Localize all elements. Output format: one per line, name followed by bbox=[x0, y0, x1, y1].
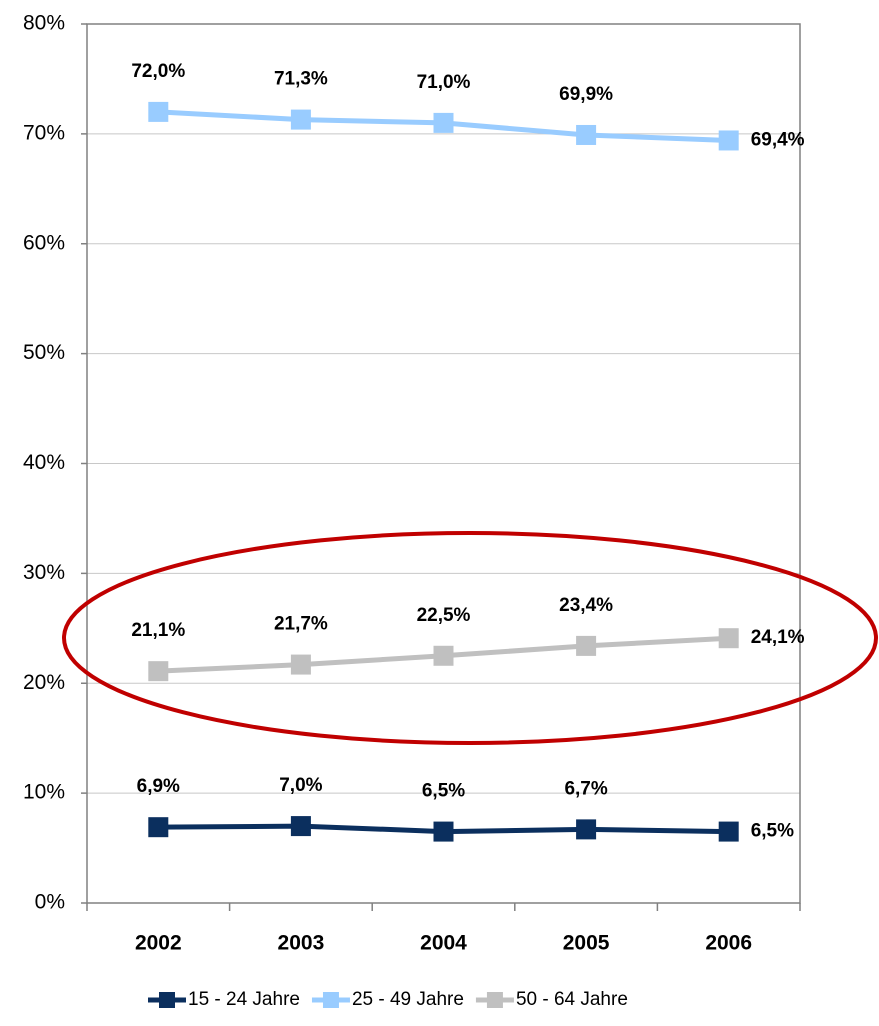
x-tick-label: 2003 bbox=[278, 932, 325, 955]
data-label: 7,0% bbox=[279, 775, 322, 796]
point-marker bbox=[148, 661, 169, 682]
data-label: 21,7% bbox=[274, 614, 328, 635]
data-label: 6,5% bbox=[751, 821, 794, 842]
data-label: 71,3% bbox=[274, 69, 328, 90]
legend-marker bbox=[322, 992, 339, 1008]
highlight-ellipse bbox=[62, 531, 878, 745]
y-tick-label: 60% bbox=[23, 231, 65, 254]
x-tick-label: 2002 bbox=[135, 932, 182, 955]
data-label: 6,7% bbox=[564, 778, 607, 799]
y-tick-label: 20% bbox=[23, 671, 65, 694]
data-label: 69,9% bbox=[559, 84, 613, 105]
data-label: 71,0% bbox=[417, 72, 471, 93]
point-marker bbox=[718, 821, 739, 842]
data-label: 21,1% bbox=[131, 620, 185, 641]
point-marker bbox=[718, 130, 739, 151]
x-tick-label: 2005 bbox=[563, 932, 610, 955]
point-marker bbox=[576, 124, 597, 145]
legend-label: 50 - 64 Jahre bbox=[516, 989, 628, 1010]
point-marker bbox=[433, 112, 454, 133]
data-label: 22,5% bbox=[417, 605, 471, 626]
data-label: 6,5% bbox=[422, 781, 465, 802]
grid bbox=[87, 23, 800, 904]
y-tick-label: 40% bbox=[23, 451, 65, 474]
data-label: 23,4% bbox=[559, 595, 613, 616]
y-tick-label: 80% bbox=[23, 12, 65, 35]
y-tick-label: 0% bbox=[35, 891, 65, 914]
legend-marker bbox=[486, 992, 503, 1008]
data-label: 69,4% bbox=[751, 129, 805, 150]
legend-marker bbox=[159, 992, 175, 1008]
data-label: 72,0% bbox=[131, 61, 185, 82]
y-tick-label: 70% bbox=[23, 121, 65, 144]
y-tick-label: 10% bbox=[23, 781, 65, 804]
legend-label: 15 - 24 Jahre bbox=[188, 989, 300, 1010]
data-label: 24,1% bbox=[751, 627, 805, 648]
point-marker bbox=[576, 819, 597, 840]
legend-label: 25 - 49 Jahre bbox=[352, 989, 464, 1010]
y-tick-label: 30% bbox=[23, 561, 65, 584]
point-marker bbox=[433, 645, 454, 666]
y-tick-label: 50% bbox=[23, 341, 65, 364]
x-tick-label: 2004 bbox=[420, 932, 467, 955]
point-marker bbox=[148, 101, 169, 122]
point-marker bbox=[433, 821, 454, 842]
point-marker bbox=[290, 816, 311, 837]
point-marker bbox=[576, 635, 597, 656]
point-marker bbox=[148, 817, 169, 838]
x-tick-label: 2006 bbox=[705, 932, 752, 955]
point-marker bbox=[290, 109, 311, 130]
data-label: 6,9% bbox=[137, 776, 180, 797]
point-marker bbox=[718, 628, 739, 649]
point-marker bbox=[290, 654, 311, 675]
